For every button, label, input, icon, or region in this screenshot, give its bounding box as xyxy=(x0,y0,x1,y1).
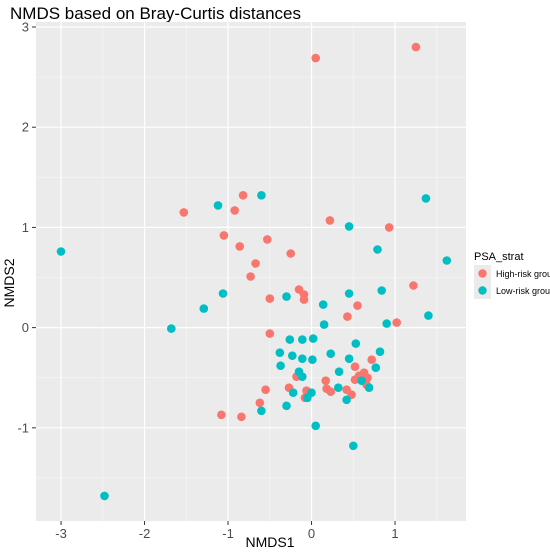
point-low-risk xyxy=(357,376,366,386)
y-tick-label: 1 xyxy=(22,220,29,235)
point-high-risk xyxy=(255,398,265,408)
point-low-risk xyxy=(311,421,321,431)
point-high-risk xyxy=(299,295,309,304)
grid-minor xyxy=(36,22,466,521)
point-low-risk xyxy=(319,320,329,329)
point-low-risk xyxy=(167,324,176,333)
legend-key-low-risk xyxy=(478,286,487,295)
point-low-risk xyxy=(257,406,266,416)
point-low-risk xyxy=(364,383,374,393)
point-low-risk xyxy=(218,289,228,298)
legend-title: PSA_strat xyxy=(474,251,524,263)
point-high-risk xyxy=(411,42,421,52)
point-high-risk xyxy=(384,223,394,232)
point-high-risk xyxy=(322,384,331,394)
point-low-risk xyxy=(375,347,385,357)
point-low-risk xyxy=(373,245,382,254)
point-low-risk xyxy=(334,383,343,393)
legend-label-low-risk: Low-risk group xyxy=(496,286,550,296)
legend: PSA_strat High-risk group Low-risk group xyxy=(474,251,550,299)
point-high-risk xyxy=(251,259,260,268)
point-high-risk xyxy=(409,281,418,290)
point-low-risk xyxy=(342,395,351,405)
x-axis-title: NMDS1 xyxy=(245,534,294,550)
point-high-risk xyxy=(179,208,189,217)
point-high-risk xyxy=(265,294,275,303)
point-low-risk xyxy=(303,393,312,403)
y-tick-label: 3 xyxy=(22,20,29,35)
point-low-risk xyxy=(421,194,431,203)
point-low-risk xyxy=(282,292,291,301)
point-high-risk xyxy=(261,385,270,395)
point-high-risk xyxy=(311,53,321,63)
point-low-risk xyxy=(344,354,354,364)
point-low-risk xyxy=(56,247,66,256)
point-low-risk xyxy=(298,372,307,382)
point-low-risk xyxy=(288,388,298,398)
point-low-risk xyxy=(282,401,291,411)
point-low-risk xyxy=(351,339,361,348)
point-high-risk xyxy=(235,242,244,251)
data-points xyxy=(56,42,452,501)
x-tick-label: -3 xyxy=(55,526,67,541)
point-high-risk xyxy=(217,410,226,420)
point-low-risk xyxy=(318,300,328,309)
point-low-risk xyxy=(298,335,307,344)
x-tick-label: -2 xyxy=(139,526,151,541)
point-low-risk xyxy=(257,191,266,200)
legend-label-high-risk: High-risk group xyxy=(496,269,550,279)
point-low-risk xyxy=(334,367,344,377)
point-high-risk xyxy=(392,318,402,327)
point-high-risk xyxy=(286,249,296,258)
y-tick-label: 2 xyxy=(22,120,29,135)
point-low-risk xyxy=(298,354,307,364)
point-high-risk xyxy=(263,235,272,244)
y-tick-label: 0 xyxy=(22,320,29,335)
point-high-risk xyxy=(350,375,360,385)
point-high-risk xyxy=(237,412,246,422)
point-high-risk xyxy=(238,191,248,200)
x-axis-ticks: -3 -2 -1 0 1 xyxy=(55,521,399,541)
plot-panel xyxy=(36,22,466,521)
point-low-risk xyxy=(308,334,318,343)
point-high-risk xyxy=(321,376,331,386)
point-high-risk xyxy=(246,272,255,281)
y-axis-title: NMDS2 xyxy=(1,258,17,307)
point-low-risk xyxy=(344,289,354,298)
point-low-risk xyxy=(276,361,285,371)
point-low-risk xyxy=(382,319,392,328)
point-high-risk xyxy=(325,216,335,225)
point-high-risk xyxy=(350,362,360,372)
point-low-risk xyxy=(326,349,336,359)
point-low-risk xyxy=(275,348,285,358)
y-tick-label: -1 xyxy=(17,420,29,435)
point-low-risk xyxy=(344,222,354,231)
point-low-risk xyxy=(285,335,295,344)
point-high-risk xyxy=(353,301,362,310)
x-tick-label: 0 xyxy=(308,526,315,541)
point-low-risk xyxy=(371,363,381,373)
point-high-risk xyxy=(230,206,239,215)
point-high-risk xyxy=(367,355,377,365)
point-low-risk xyxy=(213,201,223,210)
legend-key-high-risk xyxy=(478,269,487,278)
x-tick-label: 1 xyxy=(391,526,398,541)
point-high-risk xyxy=(219,231,229,240)
point-low-risk xyxy=(308,355,317,365)
point-low-risk xyxy=(424,311,433,320)
y-axis-ticks: -1 0 1 2 3 xyxy=(17,20,36,435)
point-low-risk xyxy=(442,256,452,265)
point-low-risk xyxy=(199,304,209,313)
chart-title: NMDS based on Bray-Curtis distances xyxy=(10,4,301,23)
point-low-risk xyxy=(100,491,109,501)
point-high-risk xyxy=(265,329,275,338)
grid-major xyxy=(36,22,466,521)
x-tick-label: -1 xyxy=(222,526,234,541)
point-low-risk xyxy=(288,351,297,361)
point-low-risk xyxy=(349,441,358,451)
point-low-risk xyxy=(377,286,387,295)
point-high-risk xyxy=(343,312,352,321)
